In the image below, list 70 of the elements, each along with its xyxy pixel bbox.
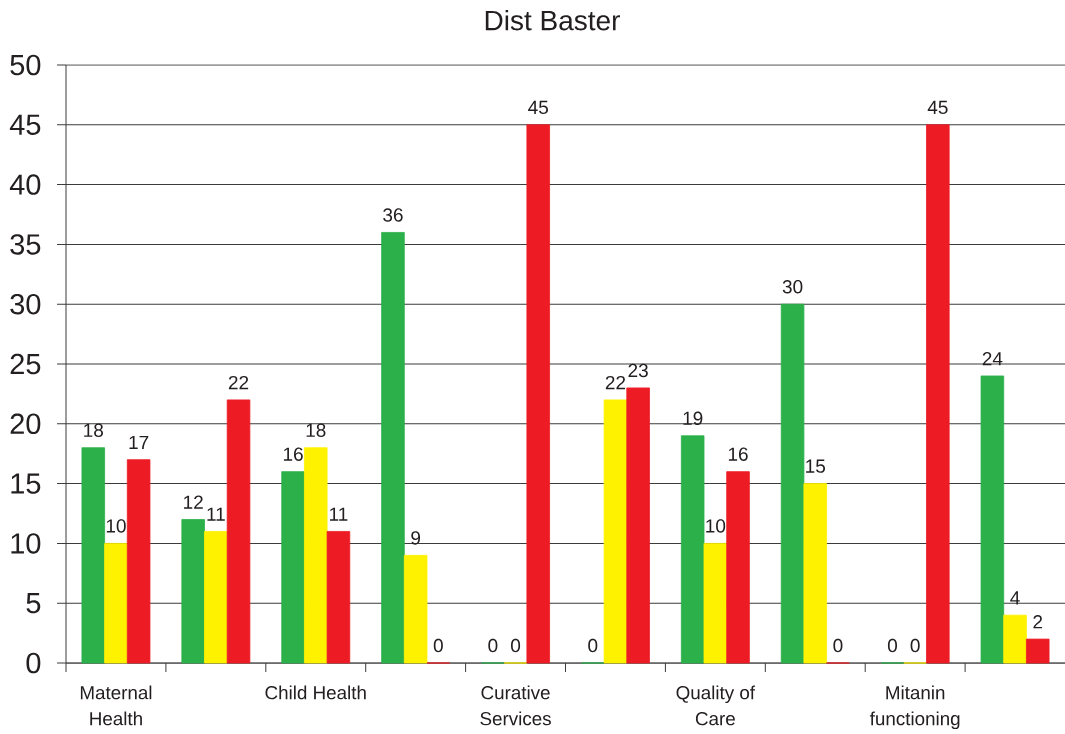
bar bbox=[204, 531, 228, 664]
data-label: 10 bbox=[706, 519, 726, 533]
bar bbox=[1025, 638, 1050, 664]
data-label: 0 bbox=[433, 638, 443, 653]
data-label: 18 bbox=[84, 423, 104, 437]
data-label: 11 bbox=[330, 507, 348, 521]
data-label: 4 bbox=[1010, 591, 1020, 605]
data-label: 0 bbox=[511, 638, 521, 653]
y-tick-label: 35 bbox=[10, 234, 41, 255]
y-tick-label: 20 bbox=[10, 413, 41, 435]
data-label: 15 bbox=[806, 459, 826, 473]
data-label: 17 bbox=[129, 435, 149, 449]
data-label: 10 bbox=[106, 519, 126, 533]
y-tick-label: 5 bbox=[26, 593, 41, 614]
bar bbox=[680, 435, 705, 664]
y-tick-label: 40 bbox=[9, 174, 41, 195]
x-tick-label: Quality of Care bbox=[676, 685, 756, 726]
data-label: 16 bbox=[728, 447, 748, 461]
bar bbox=[304, 447, 328, 664]
x-tick-label: Mitanin functioning bbox=[869, 685, 960, 730]
bar bbox=[526, 124, 550, 664]
bar bbox=[626, 387, 650, 664]
data-label: 0 bbox=[833, 638, 843, 653]
data-label: 12 bbox=[184, 495, 203, 509]
bar bbox=[603, 399, 628, 664]
data-label: 24 bbox=[982, 351, 1003, 366]
data-label: 16 bbox=[283, 447, 303, 461]
data-label: 18 bbox=[306, 423, 326, 437]
bar bbox=[104, 543, 128, 664]
y-tick-label: 15 bbox=[11, 473, 41, 494]
bar bbox=[81, 447, 106, 664]
bar bbox=[126, 459, 151, 664]
data-label: 22 bbox=[605, 375, 626, 390]
bar bbox=[703, 543, 728, 664]
x-tick-label: Child Health bbox=[265, 685, 366, 700]
data-label: 0 bbox=[488, 638, 498, 653]
bar bbox=[780, 303, 805, 664]
data-label: 19 bbox=[683, 411, 703, 426]
bar bbox=[726, 471, 750, 664]
data-label: 30 bbox=[782, 280, 803, 294]
data-label: 45 bbox=[927, 100, 948, 115]
data-label: 45 bbox=[528, 100, 548, 115]
x-tick-label: Maternal Health bbox=[80, 685, 152, 726]
data-label: 2 bbox=[1033, 615, 1043, 629]
data-label: 23 bbox=[628, 363, 648, 378]
bar bbox=[281, 471, 305, 664]
y-tick-label: 10 bbox=[11, 533, 41, 554]
bar bbox=[980, 375, 1005, 664]
bar bbox=[1003, 614, 1027, 664]
y-tick-label: 45 bbox=[9, 114, 41, 135]
y-tick-label: 50 bbox=[10, 54, 41, 76]
data-label: 0 bbox=[910, 638, 920, 653]
data-label: 22 bbox=[228, 375, 249, 390]
data-label: 0 bbox=[887, 638, 898, 653]
y-tick-label: 30 bbox=[10, 293, 41, 315]
bar bbox=[403, 554, 428, 664]
bar bbox=[803, 483, 827, 664]
bar bbox=[381, 232, 405, 664]
bar bbox=[926, 124, 950, 664]
data-label: 9 bbox=[411, 531, 421, 545]
bar bbox=[226, 399, 251, 664]
data-label: 11 bbox=[207, 507, 225, 521]
chart-title: Dist Baster bbox=[485, 9, 620, 31]
bar bbox=[181, 519, 205, 664]
y-tick-label: 25 bbox=[10, 353, 41, 375]
data-label: 36 bbox=[383, 208, 403, 222]
y-tick-label: 0 bbox=[26, 652, 41, 674]
data-label: 0 bbox=[588, 638, 598, 653]
x-tick-label: Curative Services bbox=[480, 685, 551, 726]
bar bbox=[326, 531, 351, 664]
